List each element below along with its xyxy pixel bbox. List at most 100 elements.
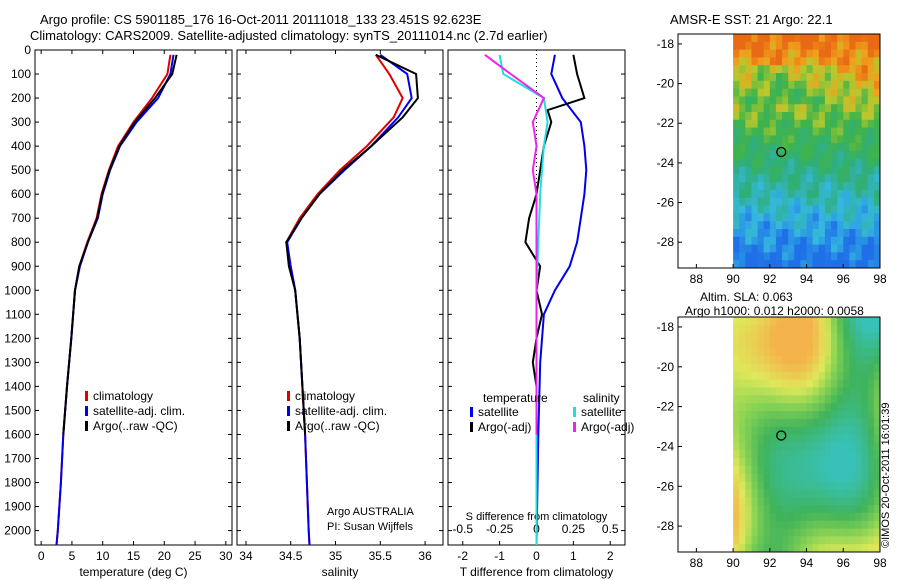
heatmap-cell [775, 497, 783, 506]
heatmap-cell [873, 434, 881, 443]
legend-label: Argo(-adj) [581, 420, 634, 434]
heatmap-cell [837, 348, 844, 357]
heatmap-cell [788, 489, 795, 498]
heatmap-cell [800, 481, 807, 490]
heatmap-cell [861, 73, 869, 82]
heatmap-cell [788, 481, 795, 490]
heatmap-cell [806, 96, 814, 105]
heatmap-cell [733, 379, 740, 388]
heatmap-cell [849, 229, 856, 238]
heatmap-cell [775, 127, 783, 136]
heatmap-cell [831, 197, 838, 207]
heatmap-cell [763, 213, 771, 222]
heatmap-cell [739, 387, 746, 396]
heatmap-cell [800, 505, 807, 514]
heatmap-cell [843, 229, 850, 238]
heatmap-cell [806, 497, 814, 506]
heatmap-cell [739, 403, 746, 412]
heatmap-cell [849, 340, 856, 349]
xtick-label: 30 [219, 549, 233, 563]
heatmap-cell [867, 512, 875, 522]
heatmap-cell [806, 213, 814, 222]
heatmap-cell [733, 104, 740, 113]
heatmap-cell [867, 364, 875, 373]
heatmap-cell [867, 197, 875, 207]
heatmap-cell [873, 80, 881, 90]
heatmap-cell [733, 411, 740, 420]
heatmap-cell [745, 127, 752, 136]
heatmap-cell [824, 481, 832, 490]
heatmap-cell [745, 205, 752, 214]
heatmap-cell [751, 34, 759, 43]
profile-line-argo-raw-qc- [62, 54, 178, 435]
heatmap-cell [837, 57, 844, 66]
heatmap-cell [757, 505, 765, 514]
heatmap-cell [782, 379, 789, 388]
heatmap-cell [861, 80, 869, 90]
heatmap-cell [800, 512, 807, 522]
heatmap-cell [824, 65, 832, 74]
heatmap-cell [873, 174, 881, 183]
heatmap-cell [855, 143, 863, 152]
heatmap-cell [806, 544, 814, 553]
heatmap-cell [751, 41, 759, 51]
heatmap-cell [751, 112, 759, 121]
heatmap-cell [843, 387, 850, 396]
heatmap-cell [855, 112, 863, 121]
heatmap-cell [812, 229, 820, 238]
heatmap-cell [794, 57, 801, 66]
legend-title: temperature [483, 391, 548, 405]
heatmap-cell [794, 236, 801, 246]
heatmap-cell [788, 143, 795, 152]
heatmap-cell [831, 65, 838, 74]
heatmap-cell [873, 512, 881, 522]
heatmap-cell [806, 340, 814, 349]
heatmap-cell [824, 49, 832, 58]
heatmap-cell [824, 403, 832, 412]
heatmap-cell [831, 434, 838, 443]
heatmap-cell [843, 497, 850, 506]
heatmap-cell [849, 244, 856, 253]
heatmap-cell [775, 434, 783, 443]
heatmap-cell [733, 49, 740, 58]
heatmap-cell [849, 450, 856, 459]
heatmap-cell [800, 473, 807, 482]
heatmap-cell [867, 528, 875, 537]
heatmap-cell [757, 135, 765, 144]
heatmap-cell [763, 252, 771, 261]
heatmap-cell [769, 96, 777, 105]
heatmap-cell [751, 135, 759, 144]
heatmap-cell [788, 332, 795, 341]
heatmap-cell [775, 34, 783, 43]
heatmap-cell [824, 434, 832, 443]
heatmap-cell [800, 340, 807, 349]
heatmap-cell [812, 505, 820, 514]
heatmap-cell [733, 252, 740, 261]
xtick-label: -2 [457, 549, 468, 563]
heatmap-cell [782, 348, 789, 357]
heatmap-cell [824, 348, 832, 357]
heatmap-cell [831, 119, 838, 129]
top-xtick-label: -0.25 [486, 522, 514, 536]
heatmap-cell [867, 458, 875, 467]
heatmap-cell [788, 497, 795, 506]
heatmap-cell [794, 348, 801, 357]
heatmap-cell [769, 395, 777, 404]
heatmap-cell [757, 497, 765, 506]
heatmap-cell [843, 166, 850, 175]
heatmap-cell [837, 252, 844, 261]
heatmap-cell [818, 151, 826, 160]
heatmap-cell [763, 236, 771, 246]
heatmap-cell [782, 364, 789, 373]
heatmap-cell [769, 112, 777, 121]
heatmap-cell [794, 364, 801, 373]
heatmap-cell [849, 458, 856, 467]
ytick-label: 1500 [4, 403, 31, 417]
heatmap-cell [812, 166, 820, 175]
heatmap-cell [812, 73, 820, 82]
heatmap-cell [855, 465, 863, 475]
heatmap-cell [818, 112, 826, 121]
heatmap-cell [794, 465, 801, 475]
heatmap-cell [831, 166, 838, 175]
heatmap-cell [757, 205, 765, 214]
